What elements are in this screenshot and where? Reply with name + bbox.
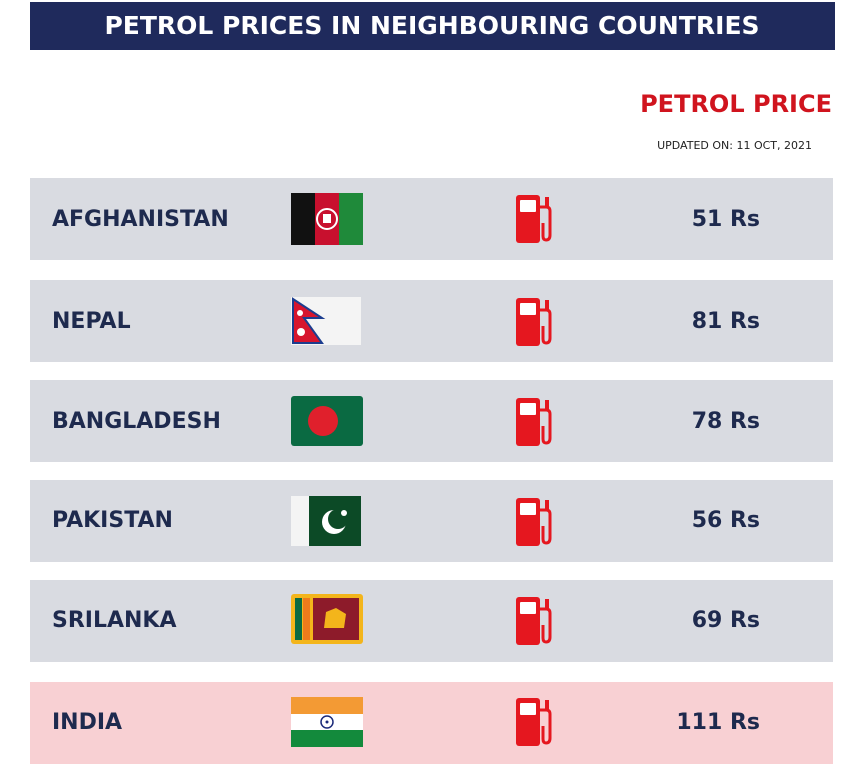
updated-date: UPDATED ON: 11 OCT, 2021 (657, 139, 812, 152)
row: BANGLADESH 78 Rs (30, 380, 833, 462)
flag (291, 496, 361, 546)
row: SRILANKA 69 Rs (30, 580, 833, 662)
price: 78 Rs (692, 409, 760, 434)
flag (291, 396, 363, 446)
title: PETROL PRICES IN NEIGHBOURING COUNTRIES (104, 11, 759, 40)
price: 56 Rs (692, 508, 760, 533)
flag (291, 697, 363, 747)
row: PAKISTAN 56 Rs (30, 480, 833, 562)
price: 81 Rs (692, 309, 760, 334)
title-bar (30, 2, 835, 50)
flag (291, 297, 361, 345)
country: INDIA (52, 710, 122, 735)
country: AFGHANISTAN (52, 207, 229, 232)
price: 111 Rs (676, 710, 760, 735)
row: AFGHANISTAN 51 Rs (30, 178, 833, 260)
flag (291, 594, 363, 644)
country: PAKISTAN (52, 508, 173, 533)
country: BANGLADESH (52, 409, 221, 434)
row: INDIA 111 Rs (30, 682, 833, 764)
country: SRILANKA (52, 608, 177, 633)
subtitle: PETROL PRICE (640, 90, 832, 118)
country: NEPAL (52, 309, 131, 334)
price: 69 Rs (692, 608, 760, 633)
price: 51 Rs (692, 207, 760, 232)
row: NEPAL 81 Rs (30, 280, 833, 362)
flag (291, 193, 363, 245)
